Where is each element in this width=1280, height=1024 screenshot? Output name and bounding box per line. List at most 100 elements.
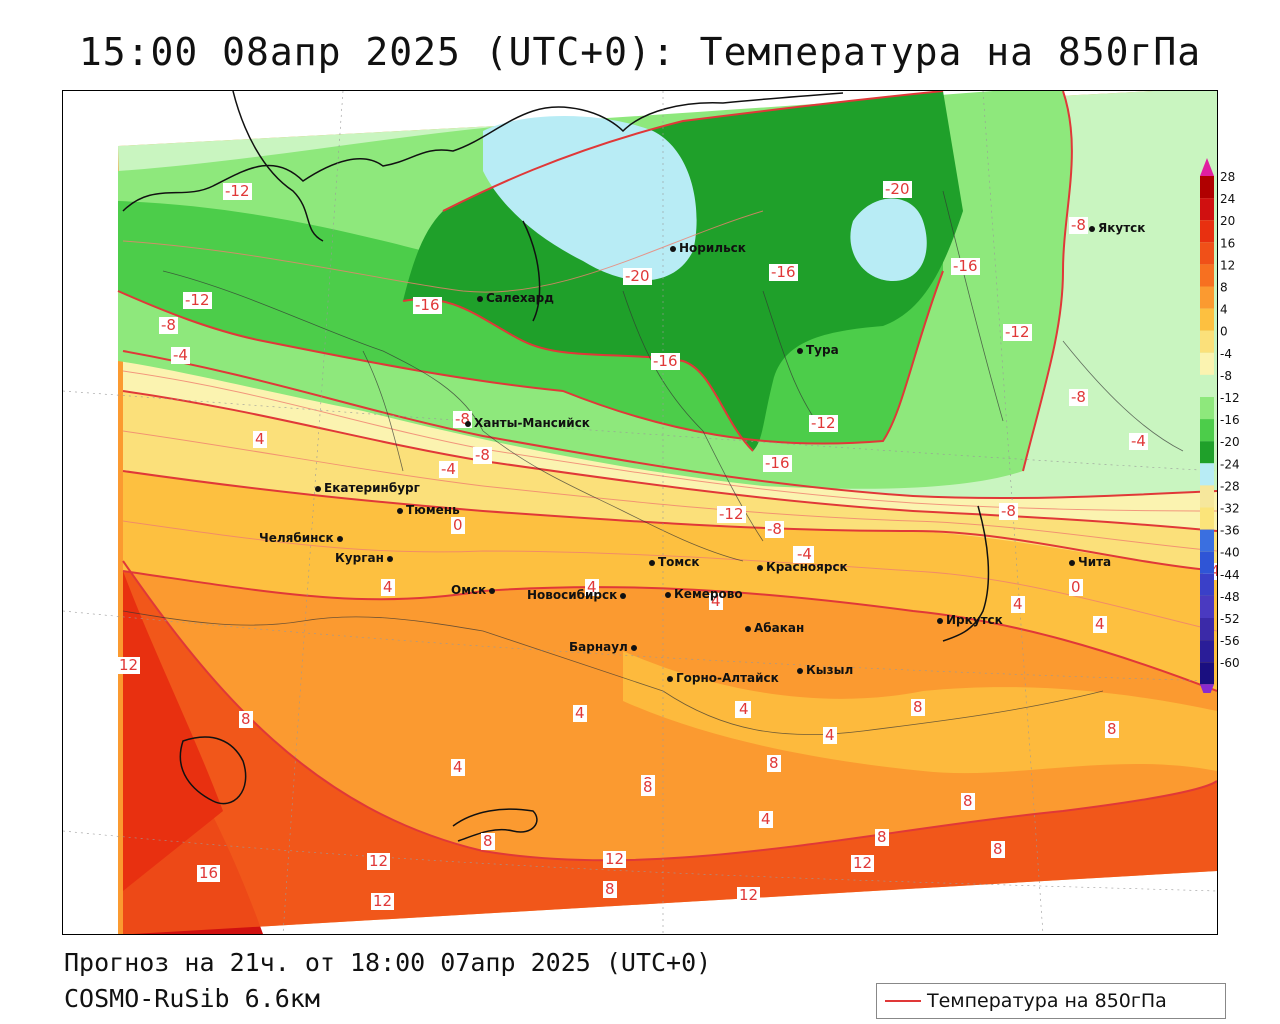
isotherm-label: 8 xyxy=(911,698,925,716)
scale-tick-label: 0 xyxy=(1220,325,1228,339)
city-dot-icon xyxy=(649,559,655,566)
scale-tick-label: 8 xyxy=(1220,281,1228,295)
scale-swatch xyxy=(1200,551,1214,574)
scale-swatch xyxy=(1200,595,1214,618)
isotherm-label: 8 xyxy=(239,710,253,728)
isotherm-label: 8 xyxy=(767,754,781,772)
isotherm-label: 8 xyxy=(481,832,495,850)
isotherm-label: -20 xyxy=(623,267,652,285)
city-dot-icon xyxy=(397,507,403,514)
scale-tick-label: -28 xyxy=(1220,479,1240,493)
city-novosibirsk: Новосибирск xyxy=(527,588,629,602)
scale-tick-label: 4 xyxy=(1220,303,1228,317)
scale-tick-label: -32 xyxy=(1220,502,1240,516)
isotherm-label: -8 xyxy=(1069,216,1088,234)
scale-tick-label: 12 xyxy=(1220,258,1235,272)
scale-swatch xyxy=(1200,242,1214,265)
isotherm-label: 4 xyxy=(737,700,751,718)
scale-swatch xyxy=(1200,352,1214,375)
isotherm-label: -20 xyxy=(883,180,912,198)
scale-swatch xyxy=(1200,529,1214,552)
isotherm-label: 12 xyxy=(371,892,395,910)
isotherm-label: 8 xyxy=(991,840,1005,858)
city-dot-icon xyxy=(336,535,343,542)
city-dot-icon xyxy=(465,420,471,427)
scale-tick-label: -40 xyxy=(1220,546,1240,560)
city-tura: Тура xyxy=(797,343,839,357)
isotherm-label: -12 xyxy=(717,505,746,523)
city-dot-icon xyxy=(667,675,673,682)
zone-minus4 xyxy=(123,351,1217,531)
city-dot-icon xyxy=(745,625,751,632)
city-salekhard: Салехард xyxy=(477,291,554,305)
isotherm-label: -4 xyxy=(171,346,190,364)
scale-swatch xyxy=(1200,419,1214,442)
scale-swatch xyxy=(1200,441,1214,464)
city-chelyabinsk: Челябинск xyxy=(259,531,346,545)
city-dot-icon xyxy=(315,485,321,492)
city-dot-icon xyxy=(386,555,393,562)
isotherm-label: -16 xyxy=(951,257,980,275)
city-yekaterinburg: Екатеринбург xyxy=(315,481,420,495)
city-krasnoyarsk: Красноярск xyxy=(757,560,848,574)
city-dot-icon xyxy=(477,295,483,302)
city-dot-icon xyxy=(797,667,803,674)
scale-swatch xyxy=(1200,264,1214,287)
scale-tick-label: -4 xyxy=(1220,347,1232,361)
scale-swatch xyxy=(1200,662,1214,685)
isotherm-label: 4 xyxy=(585,578,599,596)
scale-swatch xyxy=(1200,640,1214,663)
isotherm-label: 4 xyxy=(709,592,723,610)
city-irkutsk: Иркутск xyxy=(937,613,1003,627)
scale-swatch xyxy=(1200,220,1214,243)
isotherm-label: -8 xyxy=(765,520,784,538)
isotherm-label: -16 xyxy=(769,263,798,281)
isotherm-label: 8 xyxy=(875,828,889,846)
isotherm-label: 8 xyxy=(1105,720,1119,738)
color-scale-bar: 28 24 20 16 12 8 4 0 -4 -8 -12 -16 -20 -24 -28 -32 -36 -4… xyxy=(1200,158,1240,693)
scale-tick-label: -44 xyxy=(1220,568,1240,582)
isotherm-label: -12 xyxy=(183,291,212,309)
city-khanty-mansiysk: Ханты-Мансийск xyxy=(465,416,590,430)
zone-minus24-north xyxy=(483,116,697,281)
isotherm-label: -8 xyxy=(999,502,1018,520)
scale-tick-label: 24 xyxy=(1220,192,1235,206)
scale-swatch xyxy=(1200,286,1214,309)
isotherm-label: 4 xyxy=(451,758,465,776)
isotherm-label: 4 xyxy=(1093,615,1107,633)
map-area: -12 -20 -16 -16 -8 -12 -8 -4 -16 -20 -16… xyxy=(62,90,1218,935)
city-dot-icon xyxy=(489,587,496,594)
city-kemerovo: Кемерово xyxy=(665,587,743,601)
scale-swatch xyxy=(1200,308,1214,331)
scale-tick-label: -60 xyxy=(1220,656,1240,670)
scale-tick-label: -12 xyxy=(1220,391,1240,405)
city-kurgan: Курган xyxy=(335,551,396,565)
forecast-info: Прогноз на 21ч. от 18:00 07апр 2025 (UTC… xyxy=(64,948,712,977)
temperature-field-map xyxy=(63,91,1217,934)
isotherm-label: 4 xyxy=(253,430,267,448)
scale-swatch xyxy=(1200,463,1214,486)
model-name: COSMO-RuSib 6.6км xyxy=(64,984,320,1013)
scale-tick-label: -52 xyxy=(1220,612,1240,626)
scale-swatch xyxy=(1200,573,1214,596)
isotherm-label: 4 xyxy=(759,810,773,828)
zone-0 xyxy=(123,391,1217,571)
isotherm-label: 8 xyxy=(603,880,617,898)
scale-tick-label: 20 xyxy=(1220,214,1235,228)
isotherm-lines xyxy=(117,91,1217,862)
isotherm-label: -4 xyxy=(439,460,458,478)
city-dot-icon xyxy=(630,644,637,651)
scale-top-arrow-icon xyxy=(1200,158,1214,176)
admin-borders xyxy=(122,190,1184,735)
isotherm-label: 12 xyxy=(737,886,761,904)
scale-tick-label: -20 xyxy=(1220,435,1240,449)
city-dot-icon xyxy=(620,592,627,599)
chart-title: 15:00 08апр 2025 (UTC+0): Температура на… xyxy=(78,30,1202,74)
city-norilsk: Норильск xyxy=(670,241,746,255)
city-omsk: Омск xyxy=(451,583,498,597)
isotherm-label: 12 xyxy=(117,656,141,674)
city-chita: Чита xyxy=(1069,555,1111,569)
isotherm-label: 0 xyxy=(451,516,465,534)
scale-tick-label: -56 xyxy=(1220,634,1240,648)
isotherm-label: 4 xyxy=(381,578,395,596)
